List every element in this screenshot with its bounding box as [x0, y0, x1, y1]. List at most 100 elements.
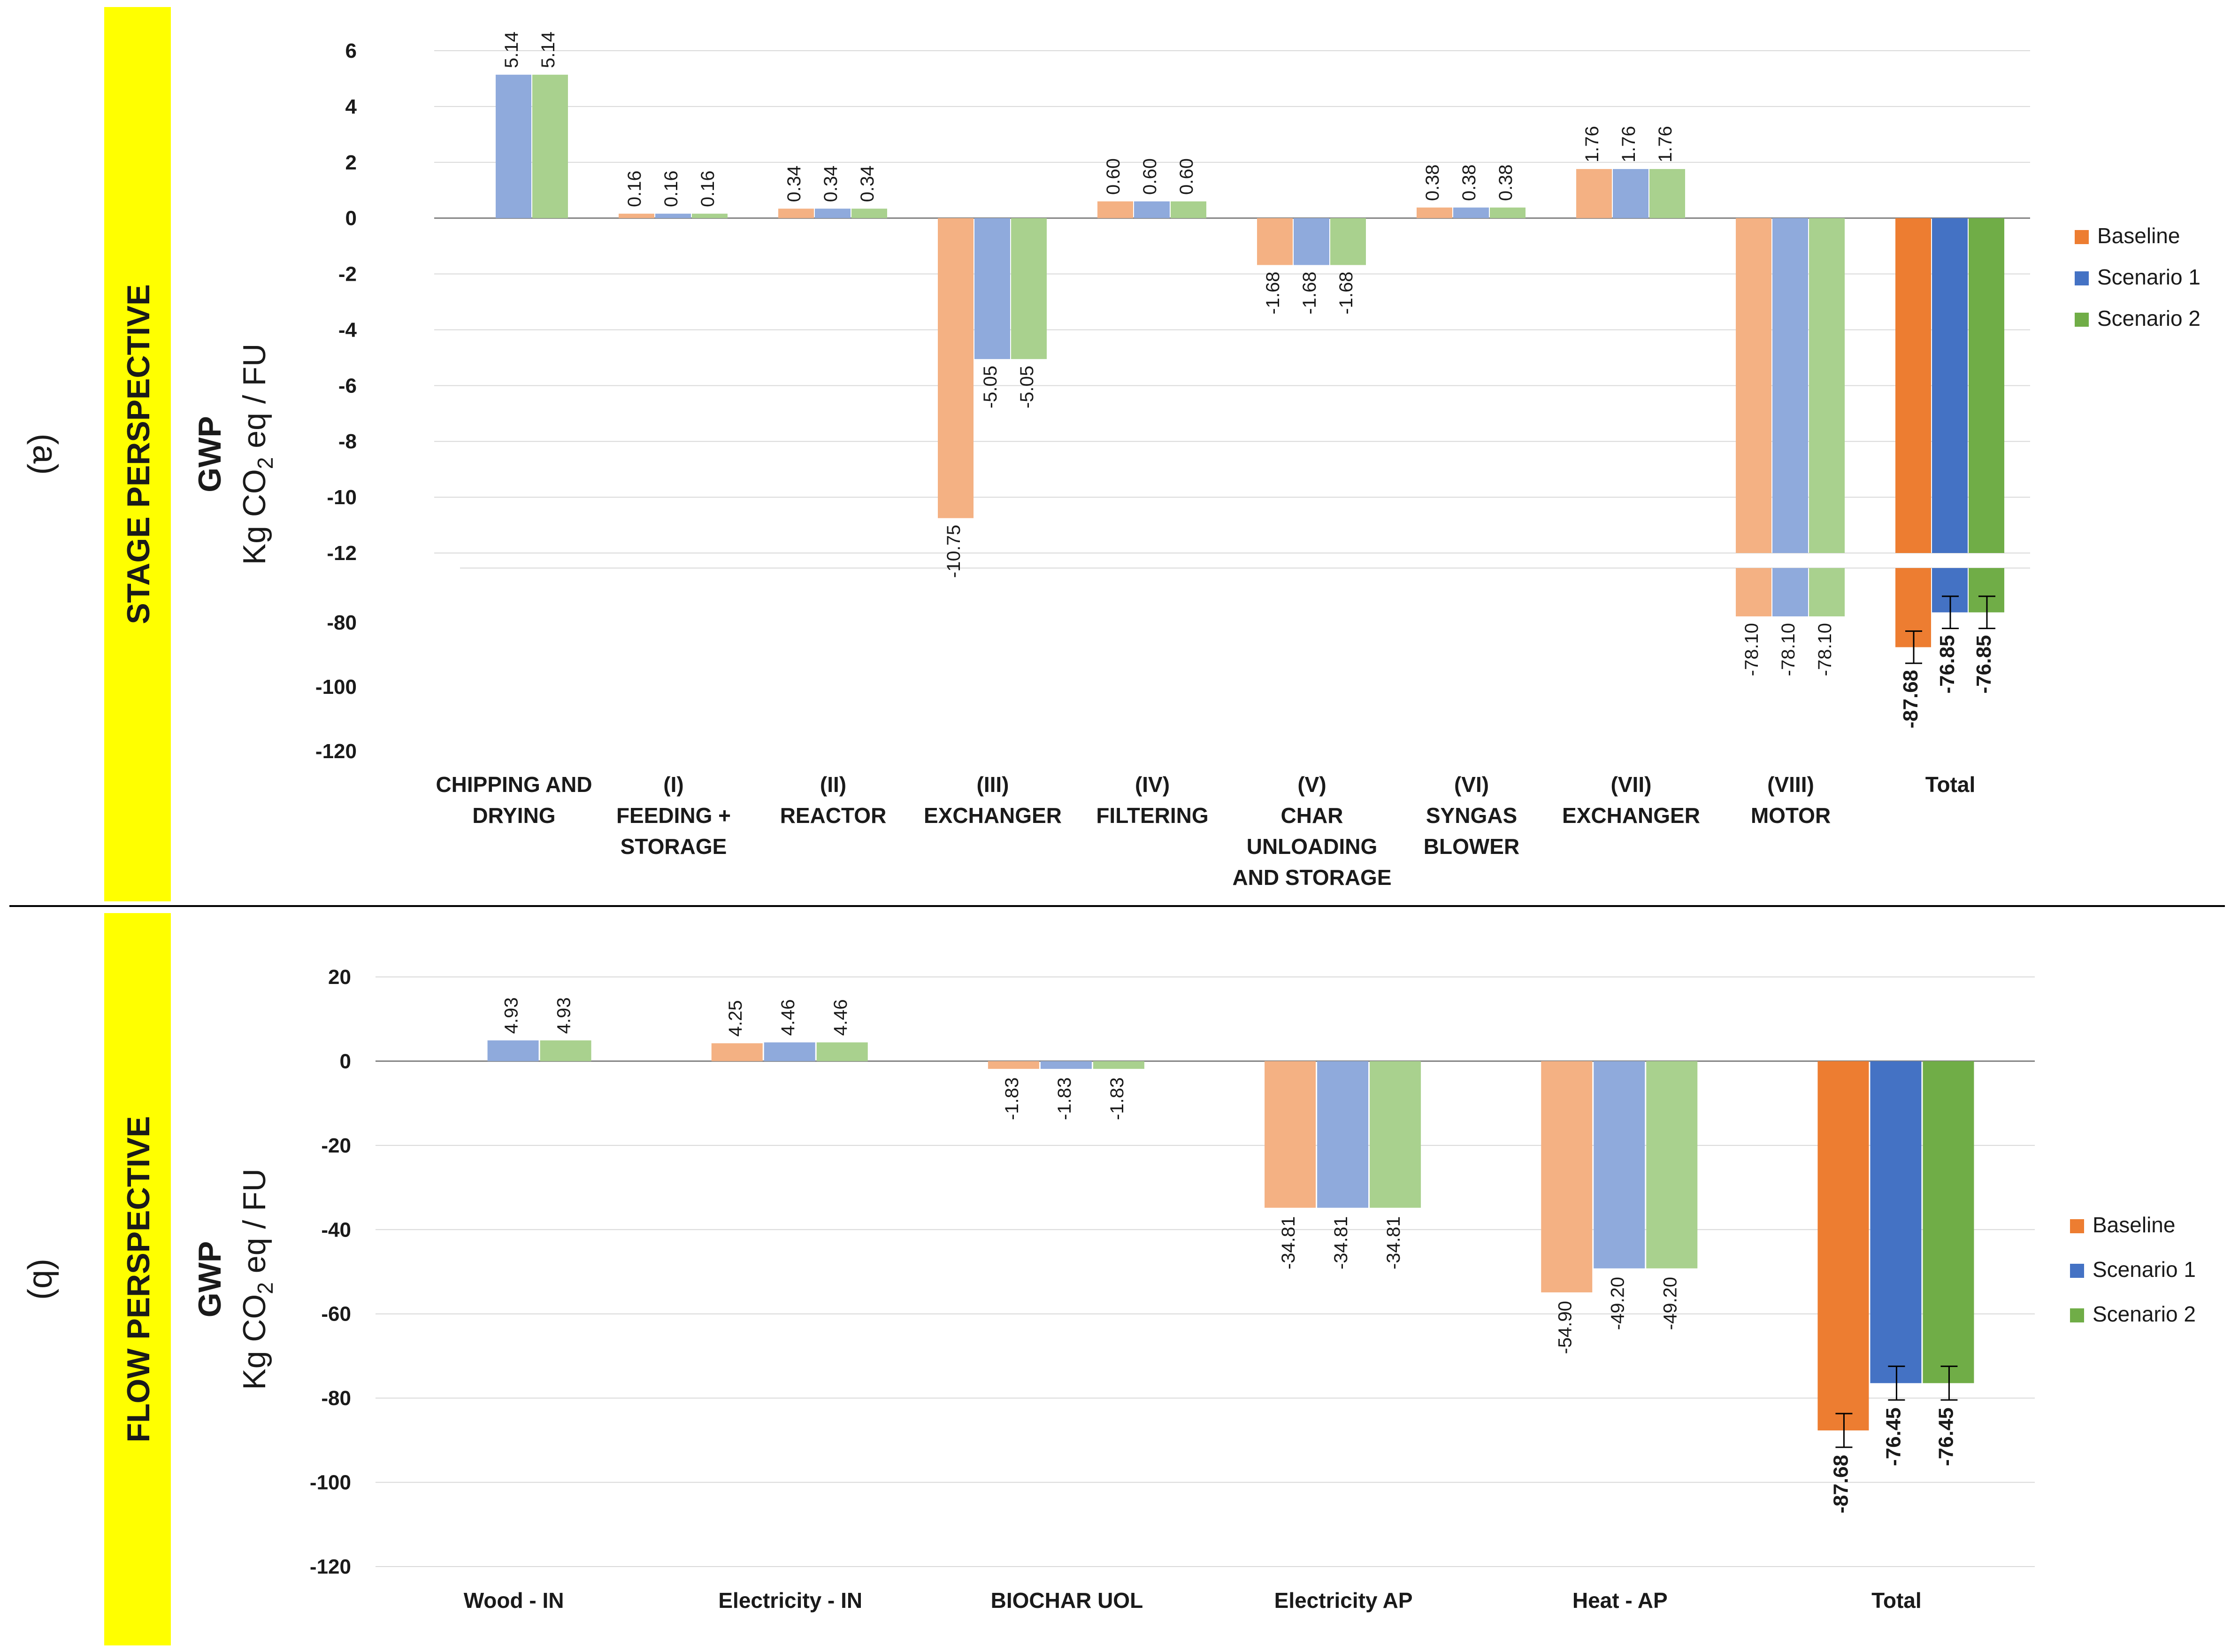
data-label: 0.60: [1176, 158, 1197, 195]
data-label: 0.60: [1103, 158, 1124, 195]
bar-scenario-2: [1171, 201, 1206, 218]
data-label: -76.45: [1934, 1407, 1957, 1466]
category-label: Total: [1871, 1588, 1921, 1613]
data-label: 4.46: [778, 999, 798, 1036]
data-label: 0.38: [1422, 164, 1443, 201]
bar-scenario-2: [1370, 1061, 1421, 1208]
category-label: Electricity AP: [1274, 1588, 1413, 1613]
bar-baseline: [1576, 169, 1612, 218]
y-tick-label: -10: [327, 486, 357, 509]
data-label: 4.25: [725, 1000, 746, 1037]
category-label: MOTOR: [1751, 803, 1831, 828]
bar-scenario-2: [816, 1042, 868, 1061]
legend-label-2: Scenario 1: [2093, 1257, 2196, 1282]
panel-label: (ɐ): [22, 434, 59, 475]
y-tick-label: 6: [345, 39, 357, 62]
category-label: Heat - AP: [1572, 1588, 1668, 1613]
y-axis-unit: Kg CO2 eq / FU: [237, 1168, 277, 1390]
y-tick-label: -40: [321, 1218, 351, 1241]
data-label: 4.93: [501, 997, 522, 1034]
bar-scenario-2: [1649, 169, 1685, 218]
bar-scenario-1: [487, 1040, 539, 1061]
data-label: 1.76: [1655, 126, 1676, 162]
y-tick-label: -8: [338, 430, 357, 453]
category-label: (I): [663, 772, 683, 797]
category-label: UNLOADING: [1247, 834, 1378, 859]
bar-baseline: [1541, 1061, 1593, 1292]
bar-scenario-2: [1011, 218, 1047, 359]
data-label: 1.76: [1582, 126, 1602, 162]
data-label: -76.85: [1972, 635, 1995, 694]
bar-scenario-2: [1969, 218, 2004, 553]
y-tick-label: -6: [338, 374, 357, 397]
bar-scenario-1: [1594, 1061, 1645, 1268]
bar-baseline: [1736, 218, 1771, 553]
data-label: -34.81: [1278, 1216, 1299, 1269]
bar-scenario-1: [815, 208, 851, 218]
category-label: CHIPPING AND: [436, 772, 592, 797]
bar-scenario-2: [1490, 207, 1526, 218]
category-label: EXCHANGER: [924, 803, 1062, 828]
bar-scenario-1: [1772, 218, 1808, 553]
y-tick-label: 4: [345, 95, 357, 118]
data-label: 0.34: [820, 166, 841, 202]
data-label: -5.05: [1017, 366, 1037, 408]
category-label: (IV): [1135, 772, 1170, 797]
y-tick-label: -4: [338, 318, 357, 341]
bar-scenario-1: [1040, 1061, 1092, 1069]
bar-scenario-1: [974, 218, 1010, 359]
legend-swatch-2: [2070, 1264, 2084, 1278]
data-label: -78.10: [1778, 623, 1799, 676]
category-label: (III): [977, 772, 1009, 797]
perspective-band: [104, 7, 171, 901]
bar-scenario-2: [540, 1040, 591, 1061]
y-axis-title: GWP: [192, 416, 228, 492]
y-tick-label: -12: [327, 542, 357, 565]
bar-scenario-1: [1317, 1061, 1369, 1208]
bar-baseline: [1265, 1061, 1316, 1208]
data-label: -54.90: [1555, 1301, 1575, 1354]
data-label: 1.76: [1618, 126, 1639, 162]
data-label: 4.93: [554, 997, 575, 1034]
y-axis-title: GWP: [192, 1241, 228, 1317]
data-label: 0.38: [1459, 164, 1480, 201]
bar-scenario-2: [692, 214, 728, 218]
category-label: SYNGAS: [1426, 803, 1517, 828]
category-label: DRYING: [472, 803, 555, 828]
bar-scenario-1: [1932, 218, 1968, 553]
bar-baseline: [1257, 218, 1293, 265]
category-label: (VII): [1611, 772, 1652, 797]
legend-swatch-2: [2075, 271, 2089, 285]
category-label: BIOCHAR UOL: [991, 1588, 1143, 1613]
perspective-label: FLOW PERSPECTIVE: [121, 1116, 156, 1442]
category-label: AND STORAGE: [1232, 865, 1391, 890]
bar-scenario-2: [1809, 218, 1845, 553]
data-label: 0.16: [624, 170, 645, 207]
category-label: BLOWER: [1424, 834, 1519, 859]
category-label: FEEDING +: [616, 803, 731, 828]
y-tick-label: -60: [321, 1303, 351, 1326]
bar-baseline: [778, 208, 814, 218]
bar-scenario-1: [764, 1042, 815, 1061]
category-label: STORAGE: [621, 834, 727, 859]
data-label: 0.38: [1495, 164, 1516, 201]
y-axis-unit: Kg CO2 eq / FU: [237, 344, 277, 565]
legend-label-2: Scenario 1: [2097, 265, 2200, 289]
category-label: EXCHANGER: [1562, 803, 1700, 828]
bar-scenario-2: [1330, 218, 1366, 265]
bar-scenario-1: [1294, 218, 1329, 265]
category-label: (II): [820, 772, 846, 797]
data-label: -76.45: [1882, 1407, 1905, 1466]
y-tick-label: 0: [345, 207, 357, 230]
panel-label: (q): [22, 1259, 59, 1300]
bar-scenario-1: [1870, 1061, 1922, 1383]
data-label: 5.14: [501, 31, 522, 68]
category-label: FILTERING: [1096, 803, 1208, 828]
legend-label-3: Scenario 2: [2097, 306, 2200, 330]
data-label: 5.14: [538, 31, 559, 68]
bar-scenario-2: [1923, 1061, 1974, 1383]
category-label: Wood - IN: [464, 1588, 564, 1613]
bar-scenario-2-lower: [1809, 568, 1845, 616]
perspective-label: STAGE PERSPECTIVE: [121, 284, 156, 624]
data-label: -49.20: [1660, 1277, 1680, 1330]
